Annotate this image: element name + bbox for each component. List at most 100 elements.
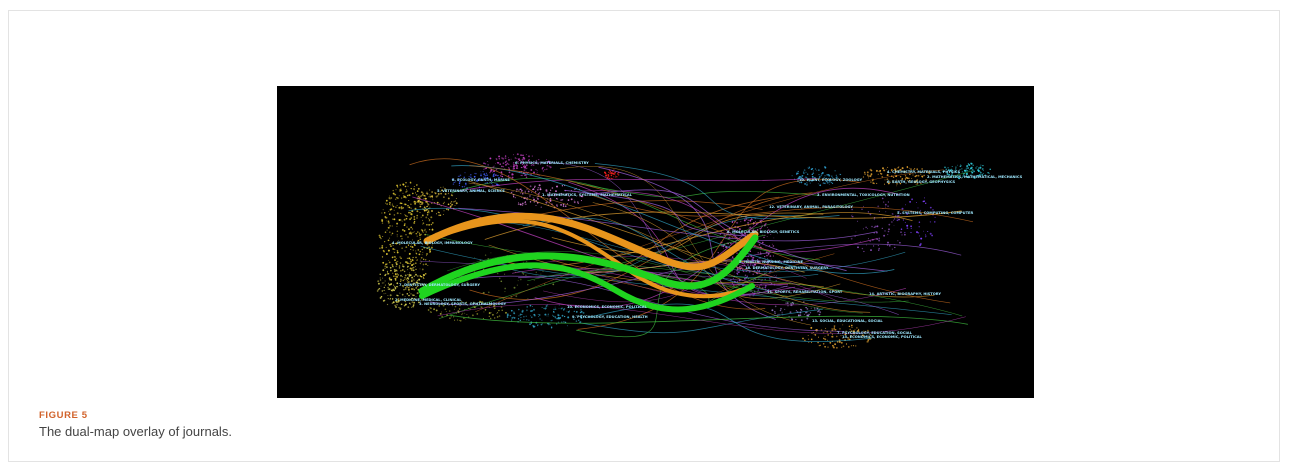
journal-dot	[896, 179, 898, 181]
journal-dot	[472, 301, 475, 304]
journal-dot	[822, 343, 825, 345]
journal-dot	[502, 166, 505, 168]
journal-dot	[498, 158, 501, 160]
journal-dot	[420, 256, 423, 259]
journal-dot	[920, 209, 922, 211]
journal-dot	[836, 347, 838, 349]
journal-dot	[416, 217, 418, 219]
journal-dot	[410, 303, 411, 305]
journal-dot	[759, 285, 761, 287]
journal-dot	[541, 169, 543, 170]
journal-dot	[532, 188, 534, 191]
journal-dot	[415, 296, 417, 298]
journal-dot	[419, 262, 422, 265]
journal-dot	[748, 227, 750, 229]
journal-dot	[482, 291, 485, 294]
journal-dot	[769, 279, 771, 281]
journal-dot	[870, 334, 872, 337]
journal-dot	[901, 207, 904, 210]
journal-dot	[883, 183, 886, 185]
journal-dot	[415, 273, 417, 276]
journal-dot	[510, 191, 513, 194]
journal-dot	[405, 278, 407, 280]
journal-dot	[517, 318, 520, 320]
journal-dot	[394, 277, 397, 280]
journal-dot	[495, 163, 497, 165]
citation-thread	[437, 304, 966, 334]
journal-dot	[797, 314, 800, 317]
journal-dot	[394, 259, 396, 262]
journal-dot	[425, 192, 427, 194]
journal-dot	[397, 295, 399, 297]
journal-dot	[384, 284, 386, 286]
journal-dot	[393, 251, 394, 253]
journal-dot	[861, 334, 864, 337]
journal-dot	[946, 171, 948, 173]
journal-dot	[773, 275, 775, 277]
journal-dot	[554, 308, 557, 311]
journal-dot	[950, 174, 953, 176]
journal-dot	[836, 180, 838, 182]
journal-dot	[384, 265, 387, 268]
journal-dot	[377, 280, 380, 283]
journal-dot	[384, 231, 387, 233]
journal-dot	[427, 210, 430, 212]
journal-dot	[824, 338, 827, 341]
journal-dot	[397, 260, 399, 262]
journal-dot	[510, 309, 513, 312]
journal-dot	[522, 273, 525, 275]
journal-dot	[888, 228, 890, 231]
journal-dot	[963, 173, 965, 175]
journal-dot	[407, 278, 410, 280]
journal-dot	[464, 303, 466, 305]
journal-dot	[535, 271, 538, 274]
journal-dot	[400, 188, 402, 190]
journal-dot	[767, 252, 770, 255]
journal-dot	[394, 193, 397, 196]
journal-dot	[829, 331, 832, 334]
journal-dot	[743, 265, 745, 267]
journal-dot	[404, 288, 407, 290]
journal-dot	[493, 307, 495, 309]
journal-dot	[881, 227, 883, 230]
journal-dot	[392, 301, 395, 304]
journal-dot	[614, 175, 616, 177]
journal-dot	[964, 173, 966, 175]
journal-dot	[545, 305, 548, 307]
journal-dot	[394, 256, 396, 258]
journal-dot	[461, 301, 463, 303]
journal-dot	[607, 171, 610, 174]
journal-dot	[392, 248, 395, 250]
journal-dot	[455, 313, 458, 315]
journal-dot	[536, 170, 538, 172]
journal-dot	[822, 182, 825, 185]
journal-dot	[731, 221, 733, 224]
journal-dot	[410, 207, 412, 209]
journal-dot	[763, 236, 765, 239]
journal-dot	[522, 261, 524, 263]
journal-dot	[580, 310, 583, 313]
journal-dot	[851, 326, 853, 328]
journal-dot	[391, 225, 393, 227]
journal-dot	[474, 307, 476, 309]
journal-dot	[892, 219, 895, 221]
journal-dot	[402, 286, 404, 288]
main-path-orange-upper	[423, 212, 759, 271]
journal-dot	[538, 314, 541, 316]
journal-dot	[381, 246, 384, 249]
journal-dot	[386, 203, 388, 205]
journal-dot	[487, 257, 489, 260]
journal-dot	[414, 207, 417, 210]
journal-dot	[388, 261, 391, 264]
journal-dot	[904, 231, 906, 234]
journal-dot	[441, 311, 443, 313]
journal-dot	[487, 164, 489, 166]
journal-dot	[803, 169, 806, 171]
journal-dot	[854, 345, 857, 347]
journal-dot	[414, 272, 416, 274]
journal-dot	[479, 300, 481, 303]
journal-dot	[533, 164, 535, 166]
journal-dot	[567, 316, 570, 319]
journal-dot	[958, 177, 961, 180]
cited-label: 11. SPORTS, REHABILITATION, SPORT	[767, 290, 843, 294]
